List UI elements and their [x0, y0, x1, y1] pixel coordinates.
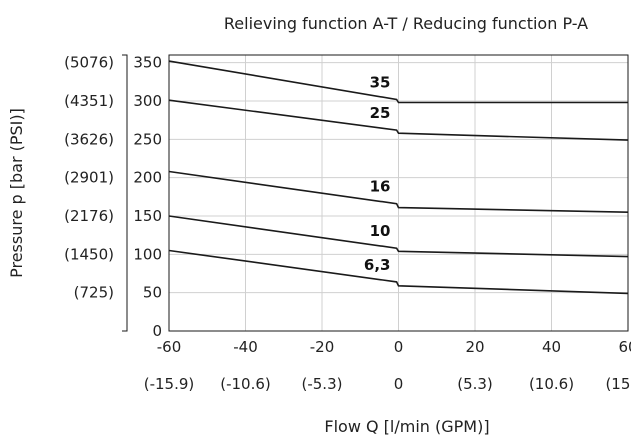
y-tick-label: 100	[133, 245, 162, 263]
x-tick-label: 20	[465, 338, 484, 356]
y-tick-label: 200	[133, 169, 162, 187]
y-secondary-bracket	[122, 54, 128, 332]
series-line-6-3	[168, 249, 629, 295]
x-tick-label: -40	[233, 338, 258, 356]
series-label: 35	[370, 73, 391, 91]
series-line-10	[168, 215, 629, 258]
y-tick-label-secondary: (1450)	[64, 245, 114, 263]
series-label: 25	[370, 104, 391, 122]
chart-title: Relieving function A-T / Reducing functi…	[224, 14, 588, 33]
curves	[168, 60, 629, 295]
x-tick-label-secondary: (15.9)	[605, 375, 631, 393]
x-tick-label: 60	[618, 338, 631, 356]
x-tick-label-secondary: 0	[394, 375, 404, 393]
axes	[122, 54, 629, 332]
y-tick-label: 50	[143, 284, 162, 302]
plot-frame	[168, 54, 629, 332]
y-tick-label-secondary: (5076)	[64, 54, 114, 72]
series-labels: 35 25 16 10 6,3	[364, 73, 391, 273]
x-tick-label: 0	[394, 338, 404, 356]
x-tick-label-secondary: (10.6)	[529, 375, 574, 393]
x-tick-label-secondary: (5.3)	[457, 375, 493, 393]
y-tick-label: 350	[133, 54, 162, 72]
x-tick-labels: -60 -40 -20 0 20 40 60	[157, 338, 631, 356]
y-tick-label-secondary: (725)	[74, 284, 114, 302]
series-label: 6,3	[364, 256, 391, 274]
series-label: 10	[370, 222, 391, 240]
x-tick-label: -20	[310, 338, 335, 356]
x-tick-label-secondary: (-5.3)	[302, 375, 343, 393]
series-label: 16	[370, 178, 391, 196]
y-tick-label: 150	[133, 207, 162, 225]
y-tick-label-secondary: (2176)	[64, 207, 114, 225]
y-tick-labels-secondary: (725) (1450) (2176) (2901) (3626) (4351) (5076…	[64, 54, 114, 302]
y-tick-label-secondary: (4351)	[64, 92, 114, 110]
x-axis-label: Flow Q [l/min (GPM)]	[324, 417, 489, 436]
y-tick-labels: 0 50 100 150 200 250 300 350	[133, 54, 162, 340]
x-tick-label-secondary: (-15.9)	[144, 375, 195, 393]
series-line-35	[168, 60, 628, 104]
series-line-16	[168, 170, 629, 213]
y-tick-label: 0	[152, 322, 162, 340]
y-axis-label: Pressure p [bar (PSI)]	[7, 108, 26, 278]
x-tick-label: -60	[157, 338, 182, 356]
x-tick-labels-secondary: (-15.9) (-10.6) (-5.3) 0 (5.3) (10.6) (15.9)	[144, 375, 631, 393]
series-line-25	[168, 99, 629, 141]
y-tick-label: 250	[133, 130, 162, 148]
x-tick-label-secondary: (-10.6)	[220, 375, 271, 393]
y-tick-label: 300	[133, 92, 162, 110]
grid	[168, 55, 629, 332]
y-tick-label-secondary: (3626)	[64, 130, 114, 148]
x-tick-label: 40	[542, 338, 561, 356]
y-tick-label-secondary: (2901)	[64, 169, 114, 187]
